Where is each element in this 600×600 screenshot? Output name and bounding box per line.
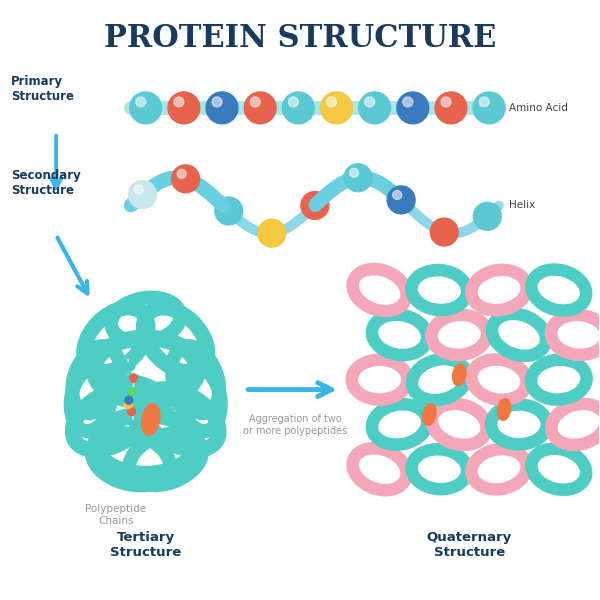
Text: Helix: Helix [509, 200, 535, 211]
Ellipse shape [497, 398, 511, 421]
Circle shape [168, 92, 200, 124]
Circle shape [326, 97, 337, 107]
Circle shape [473, 202, 501, 230]
Circle shape [479, 97, 489, 107]
Circle shape [435, 92, 467, 124]
Circle shape [125, 396, 133, 404]
Ellipse shape [142, 404, 160, 435]
Circle shape [320, 92, 352, 124]
Ellipse shape [423, 404, 436, 425]
Circle shape [473, 92, 505, 124]
Circle shape [174, 97, 184, 107]
Circle shape [124, 400, 133, 409]
Circle shape [130, 421, 137, 428]
Circle shape [128, 407, 136, 416]
Text: Tertiary
Structure: Tertiary Structure [110, 531, 181, 559]
Text: Polypeptide
Chains: Polypeptide Chains [85, 504, 146, 526]
Ellipse shape [135, 385, 187, 410]
Circle shape [344, 164, 372, 191]
Circle shape [365, 97, 374, 107]
Circle shape [403, 97, 413, 107]
Circle shape [244, 92, 276, 124]
Circle shape [136, 97, 146, 107]
Circle shape [127, 362, 135, 370]
Circle shape [430, 218, 458, 246]
Circle shape [177, 169, 186, 178]
Circle shape [283, 92, 314, 124]
Circle shape [128, 181, 157, 209]
Ellipse shape [125, 376, 176, 404]
Circle shape [206, 92, 238, 124]
Text: Primary
Structure: Primary Structure [11, 75, 74, 103]
Circle shape [212, 97, 222, 107]
Circle shape [359, 92, 391, 124]
Circle shape [258, 219, 286, 247]
Circle shape [134, 185, 143, 194]
Circle shape [301, 191, 329, 220]
Circle shape [130, 92, 161, 124]
Circle shape [128, 388, 136, 396]
Ellipse shape [112, 369, 160, 400]
Circle shape [350, 168, 359, 177]
Circle shape [392, 190, 401, 199]
Circle shape [441, 97, 451, 107]
Circle shape [172, 165, 200, 193]
Text: Secondary
Structure: Secondary Structure [11, 169, 81, 197]
Ellipse shape [452, 364, 466, 385]
Text: Quaternary
Structure: Quaternary Structure [427, 531, 512, 559]
Circle shape [289, 97, 298, 107]
Text: Aggregation of two
or more polypeptides: Aggregation of two or more polypeptides [243, 415, 347, 436]
Circle shape [130, 374, 137, 382]
Circle shape [387, 186, 415, 214]
Text: PROTEIN STRUCTURE: PROTEIN STRUCTURE [104, 23, 496, 54]
Circle shape [397, 92, 429, 124]
Circle shape [215, 197, 242, 225]
Circle shape [250, 97, 260, 107]
Text: Amino Acid: Amino Acid [509, 103, 568, 113]
